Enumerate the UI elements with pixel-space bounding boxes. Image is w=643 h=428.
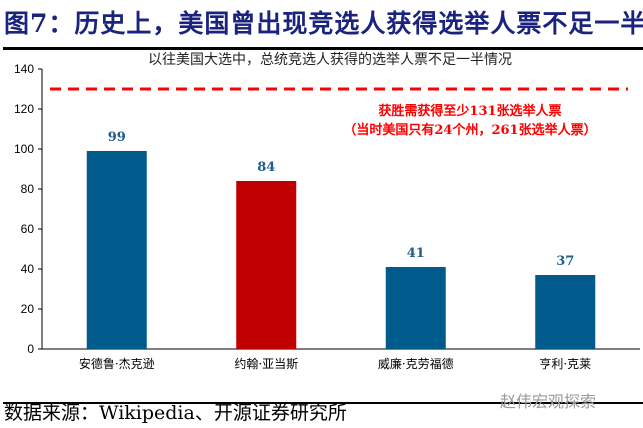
data-label: 41 <box>407 246 425 261</box>
y-tick-label: 140 <box>14 62 34 76</box>
top-rule <box>3 47 643 50</box>
data-label: 99 <box>108 130 126 145</box>
threshold-annotation: 获胜需获得至少131张选举人票 <box>378 103 561 119</box>
bar <box>236 181 297 349</box>
x-tick-label: 安德鲁·杰克逊 <box>79 356 155 371</box>
source-note: 数据来源：Wikipedia、开源证券研究所 <box>4 402 347 424</box>
data-label: 37 <box>556 254 574 269</box>
bar <box>86 151 147 349</box>
x-tick-label: 亨利·克莱 <box>539 356 591 371</box>
chart-title: 以往美国大选中，总统竞选人获得的选举人票不足一半情况 <box>148 51 512 68</box>
y-tick-label: 100 <box>14 142 34 156</box>
y-tick-label: 20 <box>21 302 35 316</box>
bar <box>385 267 446 349</box>
x-tick-label: 约翰·亚当斯 <box>234 356 298 371</box>
threshold-annotation: （当时美国只有24个州，261张选举人票） <box>343 122 596 138</box>
watermark: 赵伟宏观探索 <box>500 392 597 411</box>
bar <box>535 275 596 349</box>
figure-title: 图7：历史上，美国曾出现竞选人获得选举人票不足一半 <box>4 9 643 38</box>
y-tick-label: 120 <box>14 102 34 116</box>
bottom-rule <box>3 402 643 404</box>
y-tick-label: 60 <box>21 222 35 236</box>
x-tick-label: 威廉·克劳福德 <box>378 356 454 371</box>
y-tick-label: 80 <box>21 182 35 196</box>
bar-chart: 以往美国大选中，总统竞选人获得的选举人票不足一半情况 0 20 40 60 80 100 12… <box>14 51 640 371</box>
y-tick-label: 40 <box>21 262 35 276</box>
y-tick-label: 0 <box>27 342 34 356</box>
data-label: 84 <box>257 160 275 175</box>
